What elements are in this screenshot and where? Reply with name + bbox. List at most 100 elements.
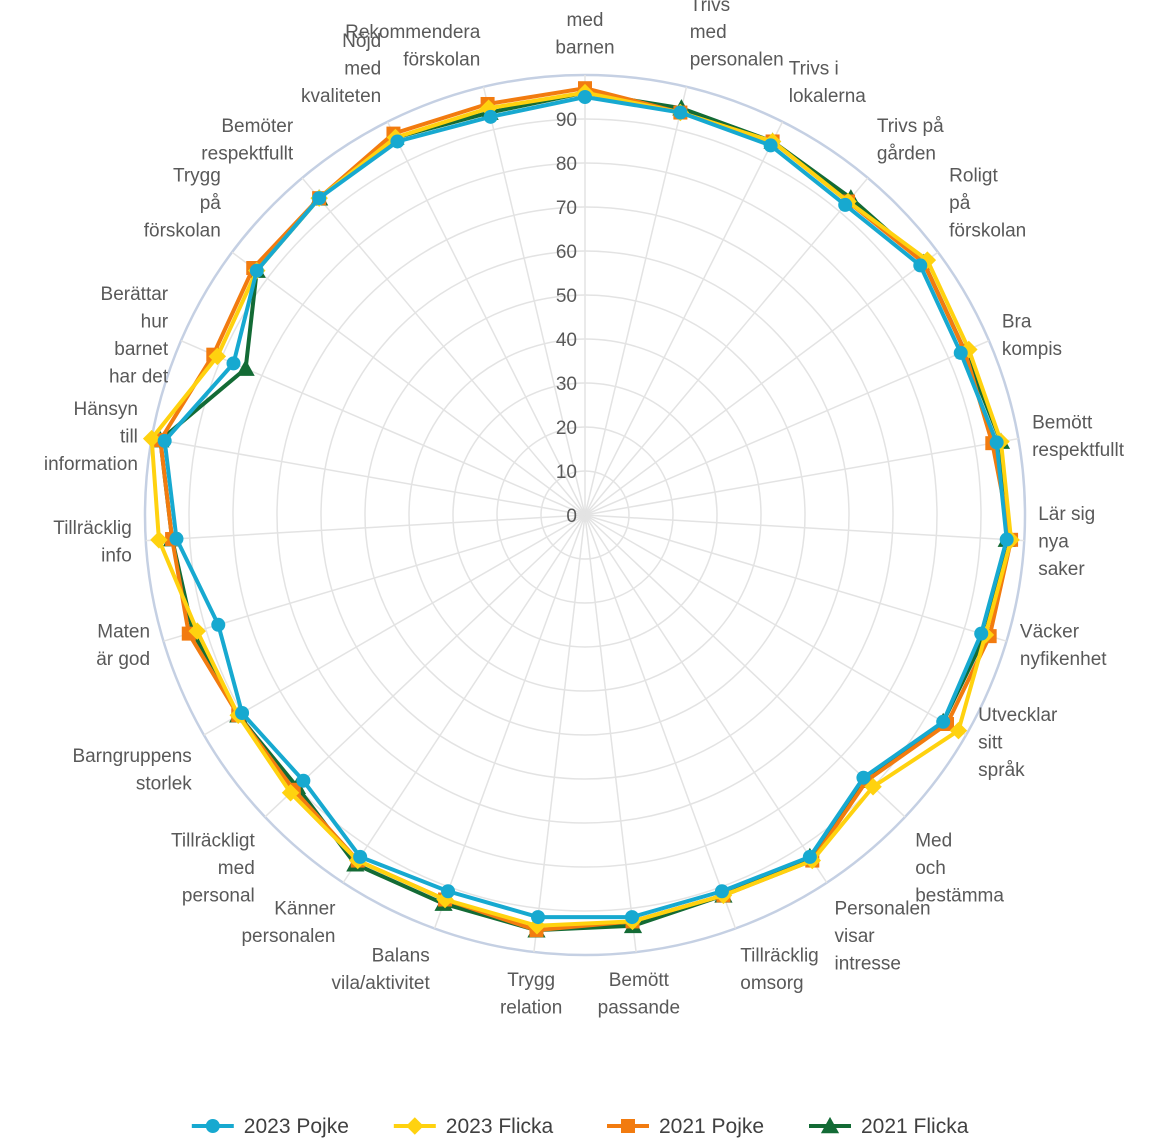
grid-spoke [584, 514, 906, 818]
category-label-line: och [915, 858, 946, 879]
category-label-line: Nöjd [342, 31, 381, 52]
category-label-line: Barngruppens [72, 746, 191, 767]
legend: 2023 Pojke 2023 Flicka 2021 Pojke 2021 Flic… [191, 1115, 969, 1138]
grid-spoke [584, 86, 688, 516]
legend-marker [621, 1119, 635, 1133]
category-label: Berättar hur barnet har det [101, 284, 169, 388]
category-label: Tillräckligt med personal [171, 831, 255, 907]
data-point [913, 258, 928, 273]
legend-label: 2023 Flicka [446, 1115, 554, 1138]
category-label-line: Väcker [1020, 622, 1080, 643]
data-point [169, 531, 184, 546]
grid-spoke [203, 514, 586, 736]
grid-spoke [584, 514, 1025, 542]
category-label-line: till [120, 426, 138, 447]
category-label-line: barnet [114, 339, 169, 360]
category-label-line: respektfullt [201, 144, 294, 165]
grid-spoke [342, 514, 586, 884]
category-label-line: info [101, 545, 132, 566]
grid-spoke [145, 514, 586, 542]
category-label-line: sitt [978, 732, 1003, 753]
grid-spoke [301, 177, 586, 516]
radial-axis-ticks: 0 10 20 30 40 50 60 70 80 90 [556, 110, 577, 527]
category-label-line: förskolan [144, 220, 221, 241]
category-label-line: information [44, 454, 138, 475]
legend-marker [205, 1119, 220, 1133]
category-label-line: Roligt [949, 165, 998, 186]
category-label-line: Bemött [609, 970, 670, 991]
grid-spoke [433, 514, 586, 929]
category-label-line: Trivs på [877, 116, 944, 137]
tick-label: 0 [566, 506, 577, 527]
category-label-line: vila/aktivitet [332, 973, 431, 994]
category-label-line: intresse [834, 953, 901, 974]
category-label: Personalen visar intresse [834, 898, 930, 974]
category-label-line: nya [1038, 532, 1069, 553]
legend-item: 2021 Pojke [607, 1115, 764, 1138]
category-label: Bemött respektfullt [1032, 413, 1125, 462]
legend-item: 2023 Flicka [393, 1115, 554, 1138]
grid-spoke [584, 514, 637, 953]
category-label: Bra kompis [1002, 312, 1062, 361]
series-line [158, 86, 1014, 933]
category-label-line: förskolan [949, 220, 1026, 241]
category-label-line: har det [109, 367, 169, 388]
data-point [856, 770, 871, 785]
category-label-line: Lär sig [1038, 504, 1095, 525]
category-label-line: lokalerna [789, 86, 867, 107]
category-label-line: saker [1038, 559, 1085, 580]
category-label-line: respektfullt [1032, 440, 1125, 461]
category-label-line: Balans [372, 946, 430, 967]
legend-label: 2021 Flicka [861, 1115, 969, 1138]
category-label-line: språk [978, 760, 1025, 781]
data-point [157, 433, 172, 448]
data-point [281, 784, 300, 802]
grid-spoke [584, 514, 967, 736]
category-label: Med och bestämma [915, 831, 1004, 907]
category-label-line: Utvecklar [978, 705, 1058, 726]
data-point [763, 138, 778, 153]
category-label-line: Trygg [507, 970, 555, 991]
tick-label: 80 [556, 154, 577, 175]
grid-spoke [584, 177, 869, 516]
category-label: Känner personalen [241, 898, 336, 947]
category-label-line: relation [500, 997, 562, 1018]
category-label-line: förskolan [403, 50, 480, 71]
tick-label: 90 [556, 110, 577, 131]
category-labels: TrivsmedbarnenTrivsmedpersonalenTrivs il… [44, 0, 1125, 1018]
category-label-line: personal [182, 886, 255, 907]
data-point [802, 849, 817, 864]
category-label-line: Maten [97, 622, 150, 643]
category-label: Utvecklar sitt språk [978, 705, 1058, 781]
category-label: Bemött passande [598, 970, 680, 1019]
category-label: Trygg relation [500, 970, 562, 1019]
grid-spoke [151, 437, 586, 516]
data-point [531, 910, 546, 925]
grid-spoke [482, 86, 586, 516]
category-label: Barngruppens storlek [72, 746, 192, 795]
data-point [953, 345, 968, 360]
category-label-line: passande [598, 997, 680, 1018]
data-point [624, 910, 639, 925]
grid-spoke [584, 437, 1019, 516]
category-label-line: nyfikenhet [1020, 649, 1107, 670]
category-label: Nöjd med kvaliteten [301, 31, 381, 107]
category-label-line: Bemöter [221, 116, 293, 137]
category-label: Balans vila/aktivitet [332, 946, 431, 995]
category-label-line: omsorg [740, 973, 803, 994]
category-label-line: med [567, 10, 604, 31]
data-point [208, 347, 227, 366]
category-label-line: bestämma [915, 886, 1004, 907]
grid-spoke [584, 514, 1007, 642]
category-label-line: Trivs i [789, 58, 839, 79]
category-label-line: storlek [136, 774, 192, 795]
category-label-line: kompis [1002, 339, 1062, 360]
data-point [974, 626, 989, 641]
data-point [235, 706, 250, 720]
grid-spoke [584, 340, 990, 516]
data-series [142, 81, 1020, 938]
grid-spoke [584, 514, 828, 884]
data-point [249, 263, 264, 278]
category-label-line: personalen [241, 926, 335, 947]
